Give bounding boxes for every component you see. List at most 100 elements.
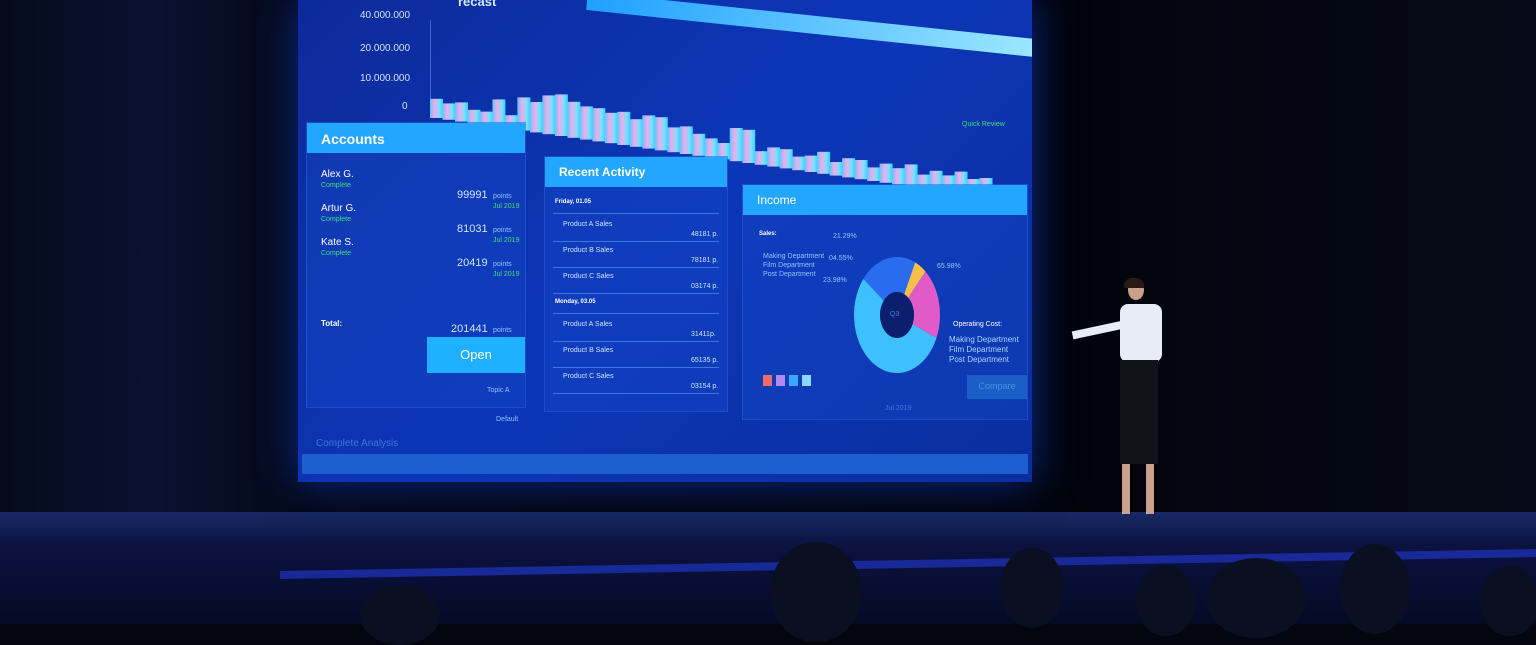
forecast-bar — [479, 111, 493, 126]
total-unit: points — [493, 327, 512, 334]
default-label: Default — [496, 416, 519, 423]
dept-label: Post Department — [763, 271, 816, 278]
divider — [553, 293, 719, 294]
divider — [553, 341, 719, 342]
quick-review-link[interactable]: Quick Review — [962, 121, 1005, 128]
account-name: Alex G. — [321, 169, 354, 180]
account-unit: points — [493, 193, 512, 200]
forecast-bar — [679, 126, 693, 154]
forecast-bar — [767, 147, 781, 167]
complete-analysis-label: Complete Analysis — [316, 438, 399, 449]
account-points: 99991 — [457, 189, 488, 201]
open-button[interactable]: Open — [427, 337, 525, 373]
y-tick: 0 — [402, 101, 408, 112]
pct-label: 65.98% — [937, 263, 961, 270]
forecast-bar — [617, 111, 631, 145]
forecast-bar — [829, 162, 843, 176]
forecast-bar — [904, 164, 918, 187]
sales-label: Sales: — [759, 231, 777, 237]
forecast-bar — [692, 133, 706, 156]
footer-bar — [302, 454, 1028, 474]
legend-swatch — [802, 375, 811, 386]
activity-value: 03154 p. — [691, 383, 719, 390]
income-panel: Income Sales: Making Department Film Dep… — [742, 184, 1028, 420]
forecast-bar — [779, 149, 793, 169]
activity-value: 65135 p. — [691, 357, 719, 364]
accounts-panel: Accounts Alex G. Complete 99991 points J… — [306, 122, 526, 408]
audience-head — [1000, 548, 1064, 628]
activity-value: 48181 p. — [691, 231, 719, 238]
forecast-bar — [430, 98, 443, 118]
donut-center-label: Q3 — [890, 311, 900, 318]
donut-slice — [908, 271, 940, 339]
account-name: Kate S. — [321, 237, 354, 248]
account-date: Jul 2019 — [493, 203, 520, 210]
forecast-bar — [642, 115, 656, 149]
activity-label: Product B Sales — [563, 347, 614, 354]
forecast-bar — [517, 97, 531, 131]
forecast-bar — [492, 99, 506, 127]
operating-cost-label: Operating Cost: — [953, 321, 1003, 328]
activity-label: Product C Sales — [563, 373, 614, 380]
forecast-bar — [567, 101, 581, 138]
operating-item: Making Department — [949, 335, 1019, 344]
y-tick: 40.000.000 — [360, 10, 411, 21]
forecast-bar — [892, 168, 906, 185]
donut-slice — [854, 278, 937, 374]
donut-hole — [880, 292, 914, 338]
forecast-chart — [430, 20, 993, 198]
total-label: Total: — [321, 319, 343, 328]
forecast-bar — [654, 117, 668, 151]
forecast-bar — [817, 151, 831, 174]
divider — [553, 267, 719, 268]
divider — [553, 213, 719, 214]
forecast-bar — [842, 158, 856, 178]
audience-head — [1206, 558, 1306, 638]
divider — [553, 241, 719, 242]
forecast-bar — [442, 103, 456, 120]
forecast-bar — [704, 138, 718, 158]
donut-slice — [904, 262, 926, 298]
pct-label: 04.55% — [829, 255, 853, 262]
recent-activity-panel: Recent Activity Friday, 01.05 Product A S… — [544, 156, 728, 412]
recent-activity-title: Recent Activity — [545, 157, 727, 187]
account-points: 20419 — [457, 257, 488, 269]
operating-item: Film Department — [949, 345, 1009, 354]
forecast-bar — [742, 129, 756, 163]
forecast-bar — [604, 112, 618, 144]
accounts-title: Accounts — [307, 123, 525, 153]
legend-swatch — [789, 375, 798, 386]
account-unit: points — [493, 227, 512, 234]
account-points: 81031 — [457, 223, 488, 235]
activity-label: Product C Sales — [563, 273, 614, 280]
activity-label: Product A Sales — [563, 221, 613, 228]
audience-head — [360, 585, 440, 645]
activity-value: 78181 p. — [691, 257, 719, 264]
income-donut-chart — [854, 257, 940, 374]
forecast-bar — [717, 143, 731, 160]
activity-label: Product A Sales — [563, 321, 613, 328]
donut-slice — [863, 257, 916, 301]
forecast-bar — [542, 95, 556, 135]
total-value: 201441 — [451, 323, 488, 335]
activity-day: Monday, 03.05 — [555, 299, 596, 305]
forecast-bar — [867, 167, 881, 181]
account-unit: points — [493, 261, 512, 268]
activity-value: 31411p. — [691, 331, 716, 338]
presenter — [1062, 278, 1172, 518]
divider — [553, 393, 719, 394]
legend-swatch — [776, 375, 785, 386]
audience-head — [1340, 544, 1410, 634]
forecast-bar — [529, 102, 543, 133]
compare-button[interactable]: Compare — [967, 375, 1027, 399]
projection-screen: recast 40.000.000 20.000.000 10.000.000 … — [298, 0, 1032, 482]
dept-label: Film Department — [763, 262, 815, 269]
divider — [553, 313, 719, 314]
forecast-bar — [554, 94, 568, 136]
account-date: Jul 2019 — [493, 237, 520, 244]
forecast-bar — [754, 151, 768, 165]
activity-value: 03174 p. — [691, 283, 719, 290]
income-date: Jul 2019 — [885, 405, 912, 412]
pct-label: 23.98% — [823, 277, 847, 284]
divider — [553, 367, 719, 368]
